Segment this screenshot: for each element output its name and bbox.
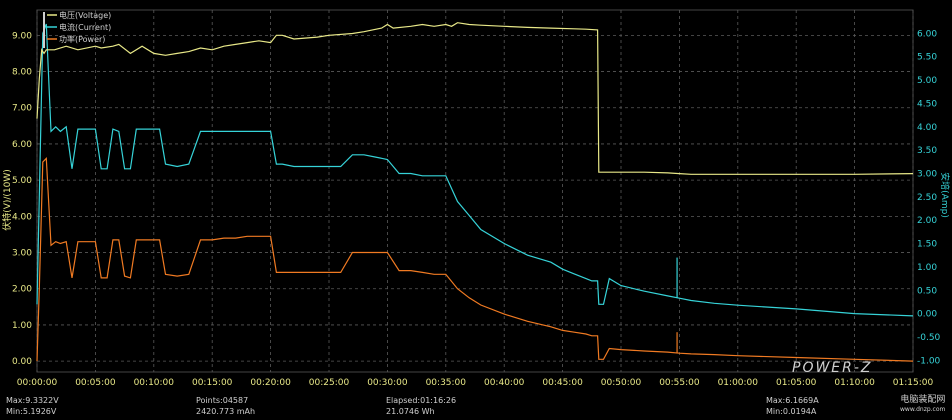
chart: 0.00 1.00 2.00 3.00 4.00 5.00 6.00 7.00 8.00 9.00… (1, 9, 951, 388)
y-tick-label-left: 2.00 (12, 285, 32, 295)
y-tick-label-right: -1.00 (917, 356, 941, 366)
watermark-url: www.dnzp.com (900, 406, 946, 413)
capacity-mah: 2420.773 mAh (196, 407, 256, 416)
y-tick-label-right: 4.00 (917, 123, 937, 133)
y-tick-label-right: 3.00 (917, 169, 937, 179)
y-tick-label-right: 4.50 (917, 99, 937, 109)
voltage-stats: Max:9.3322V Min:5.1926V (6, 395, 59, 417)
y-axis-label-left: 伏特(V)/(10W) (1, 169, 13, 231)
y-ticks-right: -1.00 -0.50 0.00 0.50 1.00 1.50 2.00 2.50 3.00 3.… (917, 29, 941, 366)
elapsed-time: Elapsed:01:16:26 (386, 396, 457, 405)
x-tick-label: 01:15:00 (893, 378, 934, 388)
brand-logo: POWER-Z (792, 360, 873, 376)
max-voltage: Max:9.3322V (6, 396, 59, 405)
x-tick-label: 00:15:00 (192, 378, 233, 388)
x-tick-label: 00:20:00 (250, 378, 291, 388)
y-tick-label-left: 3.00 (12, 249, 32, 259)
y-tick-label-right: 1.00 (917, 263, 937, 273)
y-tick-label-left: 0.00 (12, 357, 32, 367)
x-tick-label: 00:10:00 (134, 378, 175, 388)
x-tick-label: 01:10:00 (834, 378, 875, 388)
x-tick-label: 00:00:00 (17, 378, 58, 388)
x-tick-label: 00:55:00 (659, 378, 700, 388)
stats-footer: Max:9.3322V Min:5.1926V Points:04587 242… (0, 393, 952, 420)
x-tick-label: 01:05:00 (776, 378, 817, 388)
points-stats: Points:04587 2420.773 mAh (196, 395, 255, 417)
x-tick-label: 00:40:00 (484, 378, 525, 388)
watermark-title: 电脑装配网 (900, 395, 946, 405)
x-tick-label: 00:30:00 (367, 378, 408, 388)
legend-entry: 功率(Power) (59, 34, 105, 44)
plot-frame (36, 9, 914, 373)
y-tick-label-left: 8.00 (12, 68, 32, 78)
grid (36, 9, 914, 373)
x-ticks: 00:00:00 00:05:00 00:10:00 00:15:00 00:20:00… (17, 378, 934, 388)
y-tick-label-left: 1.00 (12, 321, 32, 331)
min-current: Min:0.0194A (766, 407, 817, 416)
y-tick-label-right: 0.50 (917, 286, 937, 296)
y-tick-label-right: -0.50 (917, 333, 941, 343)
current-stats: Max:6.1669A Min:0.0194A (766, 395, 819, 417)
y-tick-label-right: 2.00 (917, 216, 937, 226)
x-tick-label: 00:35:00 (426, 378, 467, 388)
series-line-voltage (36, 22, 914, 175)
y-tick-label-right: 5.00 (917, 76, 937, 86)
y-axis-label-right: 安培(Amp) (939, 172, 951, 218)
series-line-power (36, 156, 914, 362)
y-tick-label-left: 4.00 (12, 212, 32, 222)
y-tick-label-right: 5.50 (917, 53, 937, 63)
points-count: Points:04587 (196, 396, 249, 405)
min-voltage: Min:5.1926V (6, 407, 57, 416)
legend-entry: 电压(Voltage) (59, 10, 111, 20)
y-tick-label-right: 3.50 (917, 146, 937, 156)
y-ticks-left: 0.00 1.00 2.00 3.00 4.00 5.00 6.00 7.00 8.00 9.00 (12, 31, 32, 367)
x-tick-label: 00:45:00 (542, 378, 583, 388)
legend-marker-bar (43, 12, 45, 48)
y-tick-label-right: 6.00 (917, 29, 937, 39)
x-tick-label: 01:00:00 (718, 378, 759, 388)
series-line-current (36, 23, 914, 317)
y-tick-label-left: 9.00 (12, 31, 32, 41)
y-tick-label-left: 7.00 (12, 104, 32, 114)
series-lines (36, 22, 914, 362)
y-tick-label-right: 1.50 (917, 240, 937, 250)
energy-wh: 21.0746 Wh (386, 407, 435, 416)
y-tick-label-left: 5.00 (12, 176, 32, 186)
max-current: Max:6.1669A (766, 396, 819, 405)
y-tick-label-right: 0.00 (917, 310, 937, 320)
watermark: 电脑装配网 www.dnzp.com (900, 396, 945, 414)
elapsed-stats: Elapsed:01:16:26 21.0746 Wh (386, 395, 456, 417)
y-tick-label-right: 2.50 (917, 193, 937, 203)
x-tick-label: 00:25:00 (309, 378, 350, 388)
legend-entry: 电流(Current) (59, 22, 111, 32)
x-tick-label: 00:50:00 (601, 378, 642, 388)
x-tick-label: 00:05:00 (75, 378, 116, 388)
y-tick-label-left: 6.00 (12, 140, 32, 150)
legend: 电压(Voltage) 电流(Current) 功率(Power) (43, 10, 111, 48)
